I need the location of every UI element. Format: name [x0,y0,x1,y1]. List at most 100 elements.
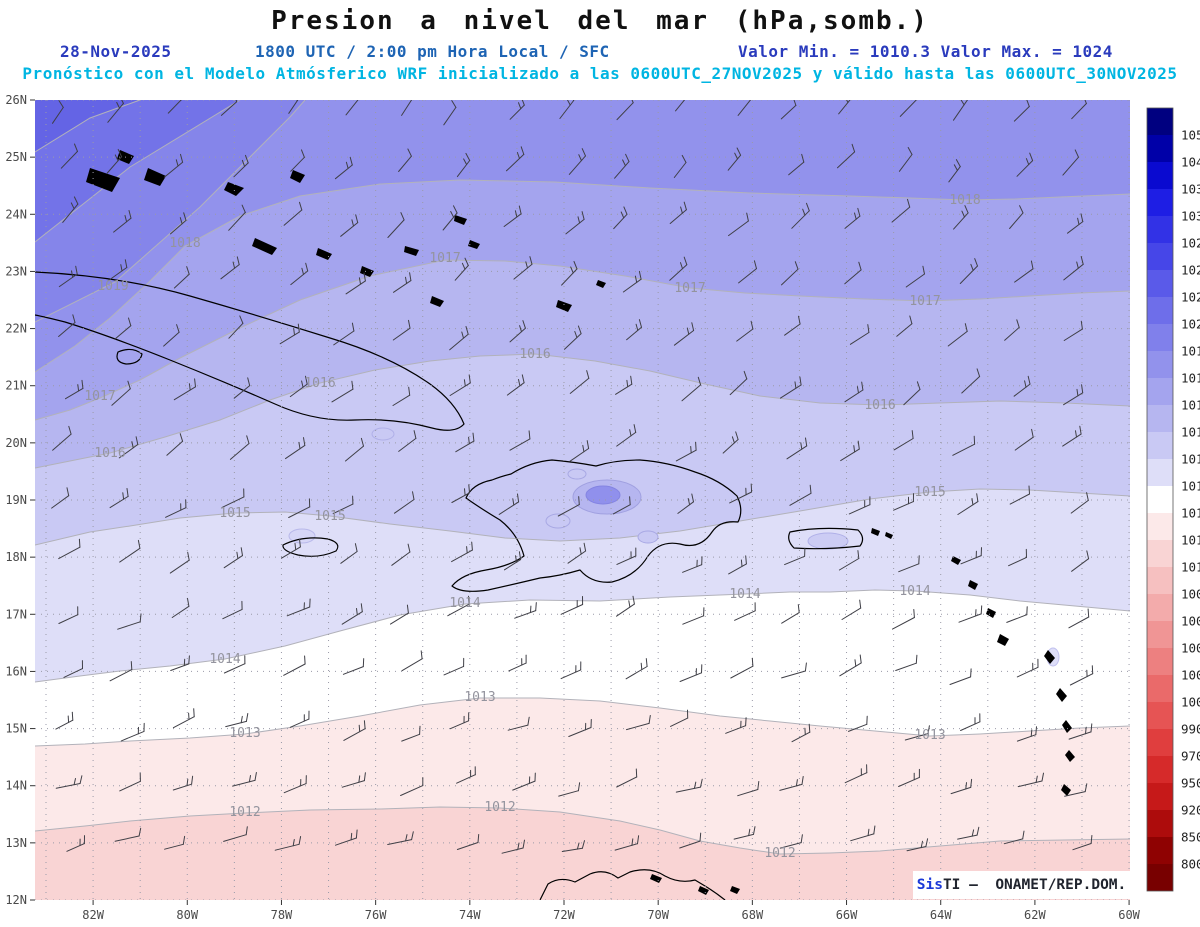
wind-barb [222,600,243,620]
wind-barb [733,826,756,840]
wind-barb [781,604,800,624]
wind-barb [447,595,470,617]
lat-label: 18N [5,550,27,564]
colorbar-segment [1147,459,1173,486]
colorbar-label: 1019 [1181,344,1200,359]
wind-barb [728,212,749,237]
colorbar-label: 1000 [1181,695,1200,710]
lat-label: 21N [5,379,27,393]
colorbar-segment [1147,351,1173,378]
wind-barb [561,261,578,286]
colorbar-label: 1040 [1181,155,1200,170]
wind-barb [677,493,694,514]
wind-barb [165,499,187,518]
colorbar-label: 800 [1181,857,1200,872]
wind-barb [738,260,757,284]
hispaniola-coastline [451,459,742,592]
wind-barb [514,602,537,619]
colorbar-segment [1147,621,1173,648]
wind-barb [961,368,981,394]
wind-barb [163,324,180,347]
wind-barb [228,204,246,231]
colorbar-label: 990 [1181,722,1200,737]
wind-barb [560,596,584,615]
colorbar-segment [1147,216,1173,243]
wind-barb [393,272,412,293]
wind-barb [729,370,748,396]
lon-label: 68W [742,908,764,922]
wind-barb [781,261,799,286]
colorbar-segment [1147,270,1173,297]
wind-barb [780,376,802,399]
wind-barb [786,437,808,460]
wind-barb [1070,492,1089,514]
wind-barb [120,722,145,742]
wind-barb [1068,723,1093,740]
contour-label: 1014 [899,584,930,599]
wind-barb [675,441,697,462]
wind-barb [283,655,306,676]
contour-label: 1018 [949,193,980,208]
wind-barb [898,768,920,787]
wind-barb [1068,608,1090,629]
wind-barb [233,154,249,178]
wind-barb [107,259,128,282]
wind-barb [65,379,84,400]
colorbar-segment [1147,648,1173,675]
wind-barb [173,378,196,401]
wind-barb [892,609,915,630]
wind-barb [119,772,141,792]
lat-label: 17N [5,607,27,621]
min-max-values: Valor Min. = 1010.3 Valor Max. = 1024 [738,42,1113,61]
wind-barb [670,709,689,727]
lat-label: 23N [5,264,27,278]
wind-barb [392,386,411,406]
wind-barb [736,320,754,342]
wind-barb [107,100,124,123]
wind-barb [332,495,354,515]
lon-label: 78W [271,908,293,922]
forecast-date: 28-Nov-2025 [60,42,172,61]
wind-barb [1071,550,1090,572]
colorbar-label: 1014 [1181,479,1200,494]
wind-barb [626,715,651,731]
contour-label: 1013 [914,728,945,743]
wind-barb [288,498,311,518]
wind-barb [341,603,363,625]
wind-barb [1063,256,1084,281]
wind-barb [503,205,522,227]
wind-barb [616,595,635,617]
wind-barb [841,599,862,620]
page-title: Presion a nivel del mar (hPa,somb.) [271,6,929,36]
colorbar-segment [1147,837,1173,864]
colorbar-label: 1035 [1181,182,1200,197]
lon-label: 80W [176,908,198,922]
wind-barb [669,201,687,224]
colorbar: 1050 1040 1035 1030 1028 1025 1022 1020 1019 1018… [1146,107,1200,892]
wind-barb [392,319,411,341]
wind-barb [673,322,695,346]
wind-barb [675,778,703,793]
wind-barb [66,835,85,852]
wind-barb [953,100,969,121]
wind-barb [569,440,590,462]
contour-label: 1017 [674,281,705,296]
wind-barb [840,440,860,462]
pressure-band-1022-plus [35,100,140,152]
wind-barb [1063,320,1083,341]
contour-label: 1017 [429,251,460,266]
wind-barb [614,835,640,851]
wind-barb [737,100,752,116]
colorbar-label: 1017 [1181,398,1200,413]
wind-barb [512,772,536,791]
wind-barb [331,380,354,403]
wind-barb [626,319,642,341]
wind-barb [221,488,245,508]
colorbar-label: 950 [1181,776,1200,791]
wind-barb [616,424,637,447]
wind-barb [401,650,423,672]
wind-barb [454,257,469,281]
wind-barb [564,325,582,350]
lat-label: 19N [5,493,27,507]
